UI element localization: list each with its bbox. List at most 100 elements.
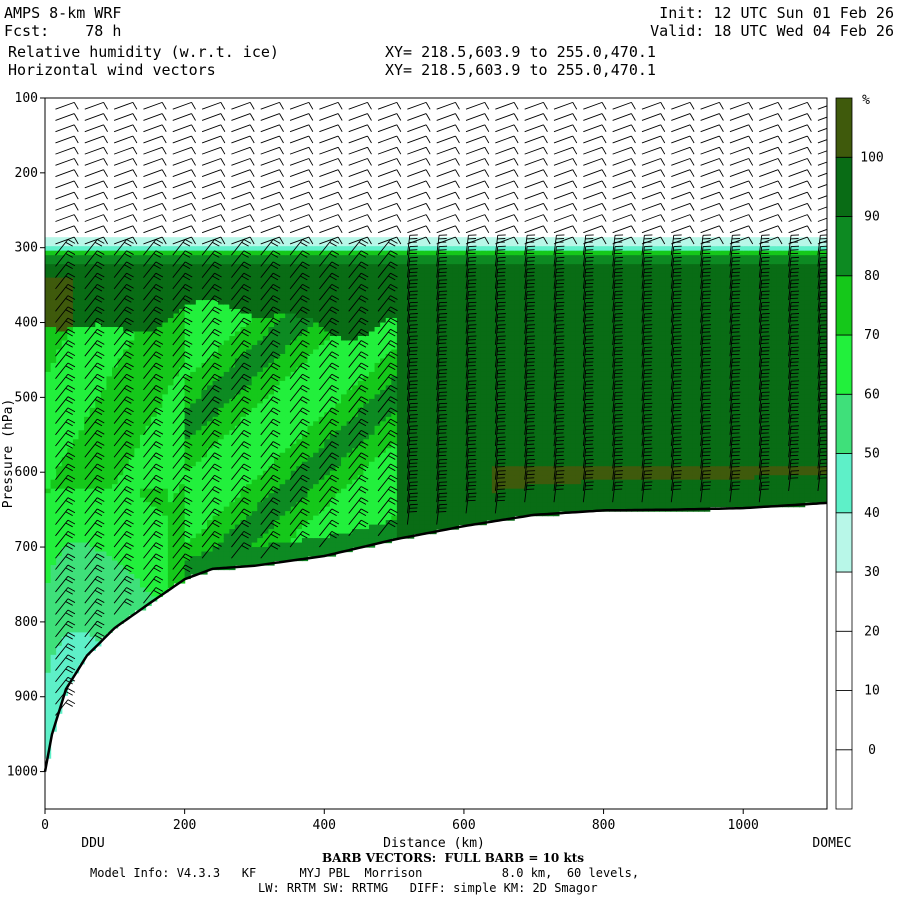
rh-cell [251,439,258,445]
rh-cell [346,529,353,535]
init-time: Init: 12 UTC Sun 01 Feb 26 [659,4,894,22]
rh-cell [352,488,359,494]
rh-cell [251,524,258,530]
rh-cell [285,362,292,369]
rh-cell [78,493,85,499]
rh-cell [50,331,57,337]
rh-cell [156,335,163,342]
rh-cell [206,452,214,458]
rh-cell [100,475,108,481]
rh-cell [301,452,309,458]
rh-cell [151,479,158,485]
rh-cell [195,565,202,571]
rh-cell [274,353,281,360]
rh-cell [128,241,135,247]
rh-cell [218,497,225,503]
rh-cell [145,443,152,449]
rh-cell [285,259,292,265]
rh-cell [218,560,225,566]
rh-cell [341,246,348,252]
rh-cell [201,416,208,422]
rh-cell [279,349,286,355]
rh-cell [195,443,202,449]
rh-cell [201,340,208,346]
rh-cell [262,430,270,436]
rh-cell [139,457,147,463]
rh-cell [112,573,119,580]
rh-cell [84,533,91,539]
rh-cell [89,376,96,382]
rh-cell [61,627,68,633]
rh-cell [195,448,202,454]
rh-cell [324,389,331,395]
rh-cell [45,407,52,413]
rh-cell [290,497,297,503]
rh-cell [296,264,303,270]
rh-cell [313,273,320,279]
rh-cell [301,497,309,503]
rh-cell [234,237,242,243]
rh-cell [290,443,297,449]
rh-cell [162,430,169,436]
rh-cell [179,542,186,548]
rh-cell [156,578,163,584]
rh-cell [179,295,186,301]
rh-cell [117,295,124,301]
rh-cell [234,560,242,566]
rh-cell [201,268,208,274]
rh-cell [341,277,348,283]
rh-cell [78,344,85,351]
rh-cell [240,380,247,386]
rh-cell [391,322,398,328]
rh-cell [190,547,197,553]
rh-cell [240,533,247,539]
rh-cell [229,255,236,261]
rh-cell [385,268,392,274]
rh-cell [313,520,320,526]
rh-cell [117,385,124,391]
rh-cell [206,434,214,440]
rh-cell [324,421,331,427]
rh-cell [195,533,202,539]
rh-cell [128,488,135,494]
rh-cell [128,538,135,544]
rh-cell [123,560,130,566]
rh-cell [134,515,141,521]
rh-cell [61,600,68,607]
rh-cell [190,295,197,301]
rh-cell [257,547,264,553]
rh-cell [95,470,102,476]
rh-cell [128,470,135,476]
rh-cell [223,273,230,279]
rh-cell [257,529,264,535]
rh-cell [262,524,270,530]
rh-cell [341,457,348,463]
rh-cell [123,582,130,589]
rh-cell [380,277,387,283]
rh-cell [78,340,85,346]
rh-cell [368,313,376,319]
rh-cell [329,493,337,499]
rh-cell [201,506,208,512]
rh-cell [234,362,242,369]
rh-cell [67,457,74,463]
rh-cell [106,291,113,297]
rh-cell [61,313,68,319]
rh-cell [72,318,80,324]
rh-cell [268,551,275,557]
rh-cell [156,264,163,270]
rh-cell [50,425,57,431]
rh-cell [167,569,175,575]
rh-cell [206,547,214,553]
rh-cell [324,542,331,548]
rh-cell [128,493,135,499]
rh-cell [257,327,264,333]
rh-cell [117,376,124,382]
rh-cell [139,313,147,319]
rh-cell [100,618,108,624]
rh-cell [335,439,342,445]
rh-cell [268,466,275,472]
rh-cell [285,506,292,512]
rh-cell [246,304,253,310]
rh-cell [246,358,253,364]
